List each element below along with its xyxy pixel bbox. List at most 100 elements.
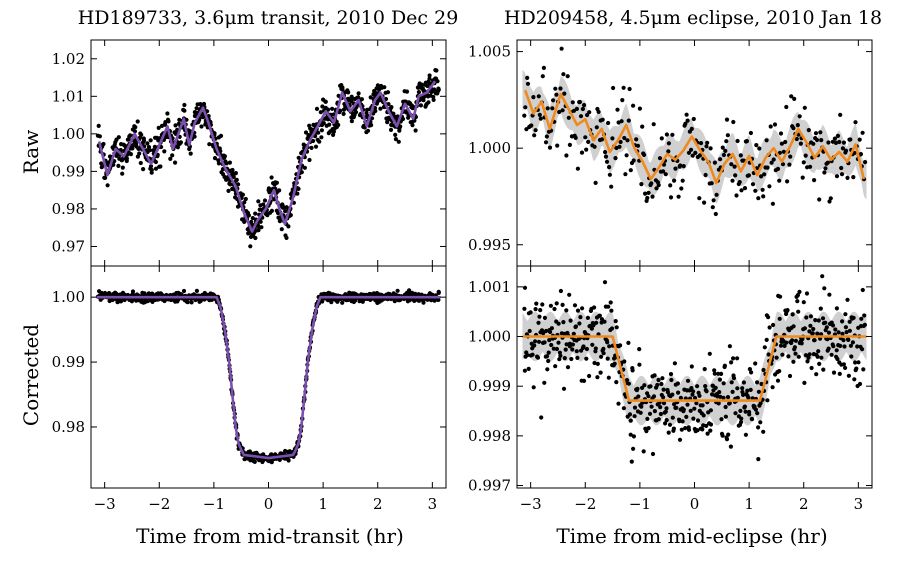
xtick-label: 2 <box>799 495 809 513</box>
data-point <box>565 365 571 370</box>
data-point <box>222 154 227 159</box>
panels: 0.970.980.991.001.011.020.9951.0001.0050… <box>52 39 873 513</box>
ytick-label: 0.98 <box>52 200 85 218</box>
data-point <box>664 132 670 137</box>
axes-frame <box>516 265 873 489</box>
data-point <box>618 343 623 348</box>
ylabel-corrected: Corrected <box>19 324 43 426</box>
data-point <box>692 406 697 411</box>
data-point <box>793 351 798 356</box>
data-point <box>813 318 818 323</box>
ytick-label: 0.995 <box>468 236 511 254</box>
data-point <box>818 130 823 135</box>
xtick-label: −1 <box>203 495 225 513</box>
data-point <box>689 147 694 152</box>
data-point <box>435 79 440 84</box>
data-point <box>349 119 354 124</box>
data-point <box>242 200 247 205</box>
data-point <box>647 411 653 416</box>
data-point <box>659 381 664 387</box>
data-point <box>754 143 759 148</box>
band-right-top <box>522 69 867 204</box>
data-point <box>250 216 255 221</box>
data-point <box>710 205 715 210</box>
data-point <box>558 353 563 358</box>
data-point <box>249 219 254 225</box>
data-point <box>862 313 867 318</box>
data-point <box>709 181 714 186</box>
data-point <box>814 137 820 143</box>
data-point <box>637 106 643 111</box>
data-point <box>607 172 613 177</box>
data-point <box>296 155 301 160</box>
data-point <box>787 373 793 379</box>
data-point <box>605 340 610 345</box>
data-point <box>175 145 180 150</box>
data-point <box>689 126 694 131</box>
data-point <box>722 363 728 368</box>
data-point <box>671 426 677 431</box>
data-point <box>802 380 807 385</box>
data-point <box>634 137 639 142</box>
data-point <box>547 338 552 343</box>
data-point <box>694 401 699 406</box>
data-point <box>798 141 804 146</box>
data-point <box>356 95 361 100</box>
data-point <box>808 314 814 319</box>
data-point <box>802 105 807 110</box>
data-point <box>262 198 268 203</box>
ytick-label: 1.000 <box>468 139 511 157</box>
data-point <box>759 381 764 387</box>
data-point <box>601 351 606 356</box>
data-point <box>625 138 630 143</box>
data-point <box>676 194 681 199</box>
data-point <box>780 162 786 167</box>
data-point <box>777 316 782 321</box>
data-point <box>548 303 554 308</box>
data-point <box>317 139 322 144</box>
data-point <box>620 98 625 103</box>
data-point <box>642 152 647 157</box>
xlabel-left: Time from mid-transit (hr) <box>136 524 404 548</box>
data-point <box>578 315 583 320</box>
data-point <box>742 186 748 191</box>
ytick-label: 1.001 <box>468 278 511 296</box>
data-point <box>762 172 767 177</box>
data-point <box>847 319 852 324</box>
data-point <box>331 132 336 137</box>
data-point <box>730 178 735 183</box>
data-point <box>378 106 383 111</box>
data-point <box>841 140 847 145</box>
data-point <box>844 330 849 335</box>
data-point <box>678 395 684 400</box>
data-point <box>735 386 740 391</box>
data-point <box>804 315 809 320</box>
data-point <box>831 370 837 375</box>
data-point <box>248 244 253 249</box>
data-point <box>559 46 564 51</box>
data-point <box>863 160 868 165</box>
data-point <box>661 162 667 167</box>
data-point <box>173 123 178 128</box>
data-point <box>685 378 691 383</box>
data-point <box>733 411 738 416</box>
data-point <box>570 100 575 105</box>
data-point <box>784 340 789 345</box>
data-point <box>410 123 415 128</box>
data-point <box>616 401 621 406</box>
data-point <box>327 122 332 127</box>
xtick-label: −2 <box>148 495 170 513</box>
data-point <box>719 371 724 376</box>
data-point <box>637 362 642 367</box>
data-point <box>849 354 854 359</box>
data-point <box>631 103 636 108</box>
data-point <box>843 312 848 317</box>
data-point <box>330 106 335 111</box>
data-point <box>702 200 707 205</box>
data-point <box>748 387 753 392</box>
data-point <box>545 106 550 111</box>
data-point <box>525 353 530 358</box>
data-point <box>253 211 258 216</box>
data-point <box>847 328 853 333</box>
